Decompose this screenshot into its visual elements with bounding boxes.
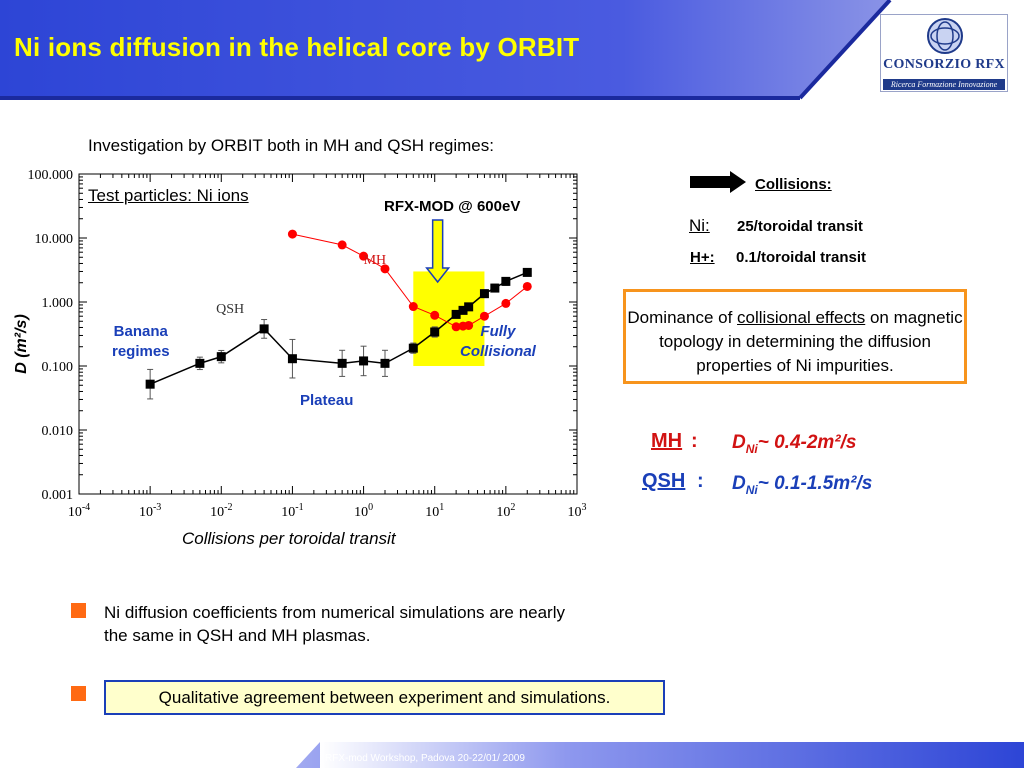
qsh-data-point <box>458 305 468 315</box>
x-tick-label: 10-2 <box>210 502 232 520</box>
mh-data-point <box>337 240 347 250</box>
banana-line-1: Banana <box>113 323 168 340</box>
x-axis-label: Collisions per toroidal transit <box>182 529 396 548</box>
plateau-label: Plateau <box>300 392 354 409</box>
banana-line-2: regimes <box>112 343 170 360</box>
fully-line-1: Fully <box>480 323 516 340</box>
subtitle: Investigation by ORBIT both in MH and QS… <box>88 136 494 155</box>
dominance-box: Dominance of collisional effects on magn… <box>623 289 967 384</box>
qsh-label: QSH <box>642 470 686 492</box>
slide-title: Ni ions diffusion in the helical core by… <box>14 32 580 62</box>
mh-series-line <box>292 233 528 328</box>
y-tick-label: 10.000 <box>35 232 74 247</box>
collisions-title: Collisions: <box>755 176 832 193</box>
mh-colon: : <box>691 430 698 452</box>
mh-data-point <box>287 229 297 239</box>
qsh-data-point <box>145 379 155 389</box>
x-tick-label: 103 <box>568 502 587 520</box>
logo-emblem-icon <box>927 18 963 54</box>
bullet-square-icon <box>71 686 86 701</box>
arrow-right-icon <box>690 171 746 193</box>
x-tick-label: 102 <box>496 502 515 520</box>
rfx-mod-label: RFX-MOD @ 600eV <box>384 198 521 215</box>
qsh-data-point <box>501 276 511 286</box>
bullet-square-icon <box>71 603 86 618</box>
x-tick-label: 10-4 <box>68 502 90 520</box>
qsh-data-point <box>287 354 297 364</box>
mh-data-point <box>380 264 390 274</box>
h-collision-rate: 0.1/toroidal transit <box>736 249 867 266</box>
qsh-data-point <box>195 358 205 368</box>
qsh-data-point <box>380 358 390 368</box>
qsh-data-point <box>464 302 474 312</box>
qsh-d: D <box>732 473 746 494</box>
qsh-data-point <box>479 289 489 299</box>
mh-series-label: MH <box>364 253 387 268</box>
x-tick-label: 10-3 <box>139 502 161 520</box>
mh-d-sub: Ni <box>745 441 758 456</box>
test-particles-label: Test particles: Ni ions <box>88 186 249 205</box>
mh-data-point <box>464 320 474 330</box>
y-tick-label: 1.000 <box>42 296 74 311</box>
mh-data-point <box>451 322 461 332</box>
qsh-data-point <box>408 343 418 353</box>
h-label: H+: <box>690 249 715 266</box>
y-tick-label: 0.100 <box>42 360 74 375</box>
diffusion-chart: 10-4 10-3 10-2 10-1 100 101 102 103 0.001 0.010 0.… <box>28 168 587 520</box>
x-tick-label: 100 <box>354 502 373 520</box>
mh-d-rest: ~ 0.4-2m²/s <box>757 432 857 453</box>
mh-data-point <box>359 251 369 261</box>
qualitative-agreement-box: Qualitative agreement between experiment… <box>104 680 665 715</box>
mh-data-point <box>501 298 511 308</box>
qsh-diffusion-value: DNi~ 0.1-1.5m²/s <box>732 473 872 497</box>
plot-border <box>78 173 578 495</box>
fully-line-2: Collisional <box>460 343 536 360</box>
dominance-link: collisional effects <box>737 308 866 327</box>
dominance-pre: Dominance of <box>627 308 738 327</box>
plot-frame <box>79 168 577 496</box>
mh-d: D <box>732 432 746 453</box>
y-axis-label: D (m²/s) <box>13 314 30 374</box>
qsh-data-point <box>259 324 269 334</box>
ni-label: Ni: <box>689 216 710 235</box>
mh-label: MH <box>651 430 683 452</box>
mh-data-point <box>522 281 532 291</box>
fully-collisional-highlight <box>413 271 485 366</box>
logo-name: CONSORZIO RFX <box>883 57 1005 72</box>
qsh-data-point <box>451 309 461 319</box>
qsh-data-point <box>359 356 369 366</box>
rfx-arrow-icon <box>425 219 451 284</box>
consorzio-rfx-logo: CONSORZIO RFX Ricerca Formazione Innovaz… <box>880 14 1008 92</box>
ni-collision-rate: 25/toroidal transit <box>737 218 863 235</box>
x-tick-label: 10-1 <box>281 502 303 520</box>
banana-regimes-label: Banana regimes <box>112 322 170 362</box>
qsh-d-rest: ~ 0.1-1.5m²/s <box>757 473 873 494</box>
qsh-series-label: QSH <box>216 302 244 317</box>
bullet-1-text: Ni diffusion coefficients from numerical… <box>104 603 565 645</box>
y-tick-label: 100.000 <box>28 168 74 183</box>
qsh-colon: : <box>697 470 704 492</box>
qsh-data-point <box>430 327 440 337</box>
mh-diffusion-value: DNi~ 0.4-2m²/s <box>732 432 856 456</box>
fully-collisional-label: Fully Collisional <box>460 322 536 362</box>
logo-tagline: Ricerca Formazione Innovazione <box>883 79 1005 90</box>
footer-text: RFX-mod Workshop, Padova 20-22/01/ 2009 <box>325 753 525 764</box>
mh-data-point <box>408 302 418 312</box>
y-tick-label: 0.001 <box>42 488 74 503</box>
dominance-post: on magnetic topology in determining the … <box>659 308 963 375</box>
mh-data-point <box>479 311 489 321</box>
mh-data-point <box>430 310 440 320</box>
qsh-data-point <box>337 358 347 368</box>
qsh-data-point <box>522 267 532 277</box>
y-tick-label: 0.010 <box>42 424 74 439</box>
qsh-data-point <box>216 352 226 362</box>
qsh-d-sub: Ni <box>745 482 758 497</box>
qsh-data-point <box>490 283 500 293</box>
x-tick-label: 101 <box>425 502 444 520</box>
